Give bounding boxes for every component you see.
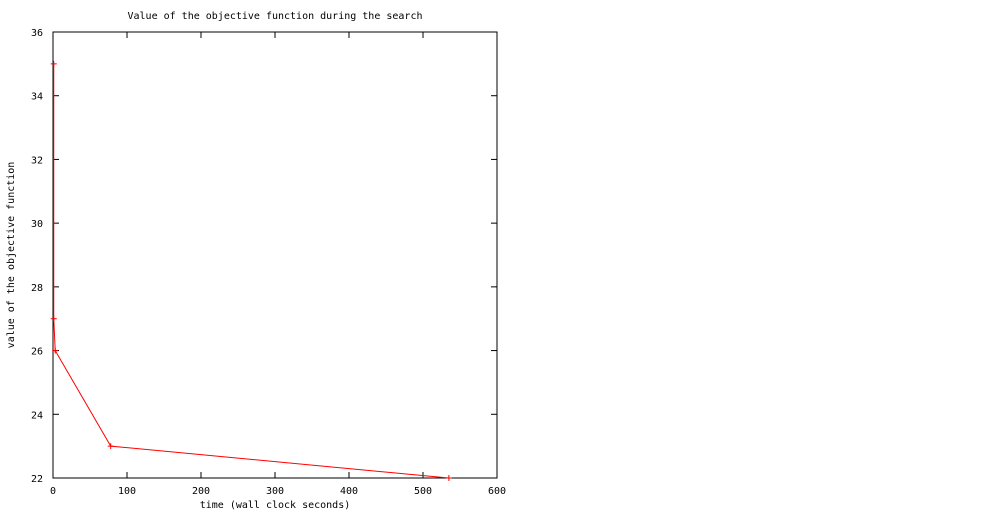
- x-tick-label: 200: [192, 486, 210, 497]
- x-tick-label: 400: [340, 486, 358, 497]
- x-tick-label: 600: [488, 486, 506, 497]
- y-tick-label: 22: [31, 474, 43, 485]
- data-point-marker: [52, 347, 59, 354]
- x-tick-label: 0: [50, 486, 56, 497]
- y-axis-label: value of the objective function: [6, 162, 17, 349]
- data-point-marker: [50, 315, 57, 322]
- chart-title: Value of the objective function during t…: [127, 11, 422, 22]
- y-tick-label: 28: [31, 283, 43, 294]
- y-tick-label: 24: [31, 410, 43, 421]
- plot-frame: [52, 31, 498, 479]
- data-point-marker: [107, 443, 114, 450]
- series-line: [53, 63, 449, 479]
- y-tick-label: 34: [31, 92, 43, 103]
- y-tick-label: 36: [31, 28, 43, 39]
- x-axis-label: time (wall clock seconds): [200, 500, 351, 511]
- y-tick-label: 32: [31, 155, 43, 166]
- data-point-marker: [445, 475, 452, 481]
- data-point-marker: [50, 60, 57, 67]
- y-tick-label: 30: [31, 219, 43, 230]
- x-tick-label: 500: [414, 486, 432, 497]
- x-tick-label: 300: [266, 486, 284, 497]
- y-tick-label: 26: [31, 347, 43, 358]
- x-tick-label: 100: [118, 486, 136, 497]
